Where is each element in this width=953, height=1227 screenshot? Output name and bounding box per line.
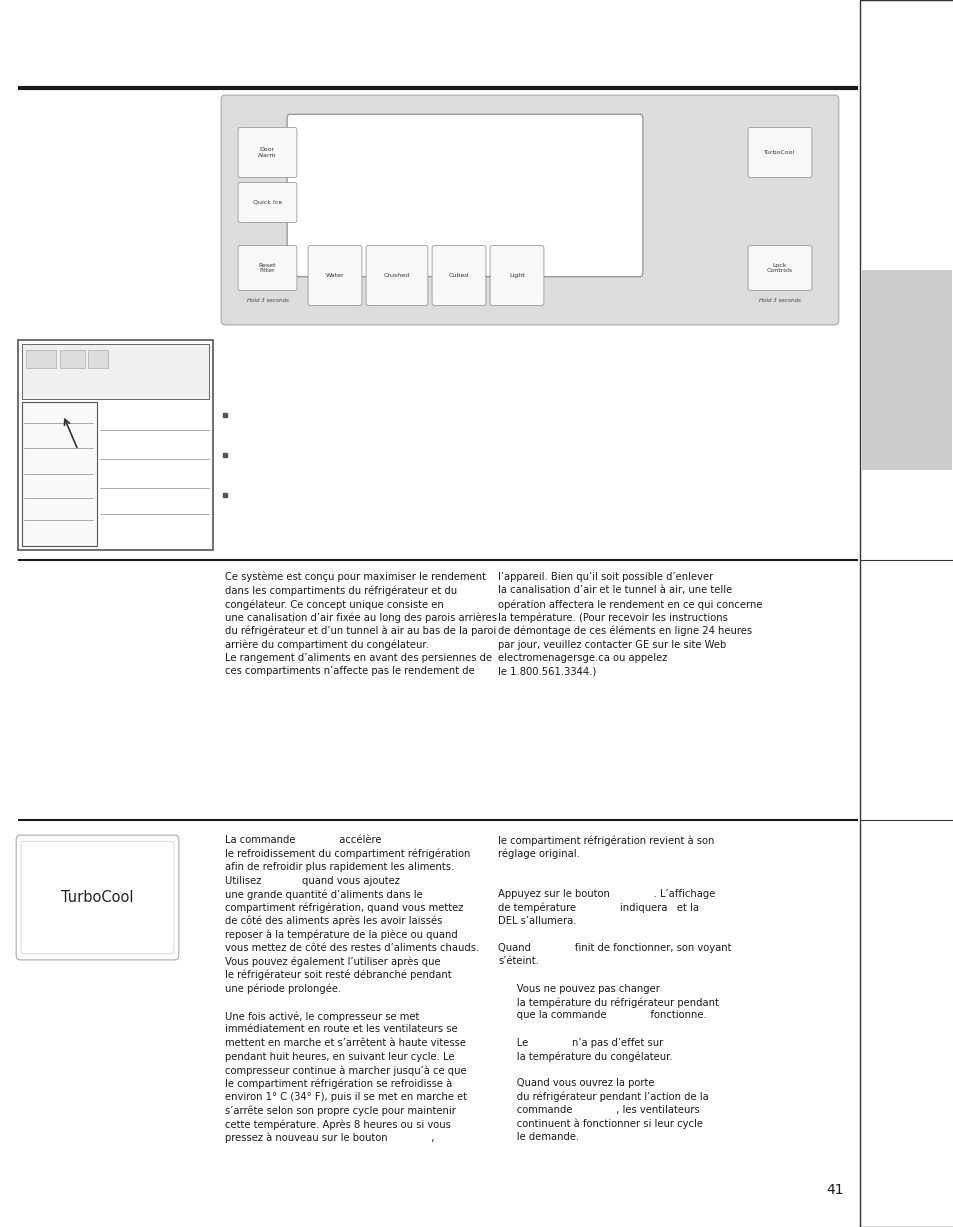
Text: congélateur. Ce concept unique consiste en: congélateur. Ce concept unique consiste … bbox=[225, 599, 443, 610]
Text: mettent en marche et s’arrêtent à haute vitesse: mettent en marche et s’arrêtent à haute … bbox=[225, 1038, 465, 1048]
Text: l’appareil. Bien qu’il soit possible d’enlever: l’appareil. Bien qu’il soit possible d’e… bbox=[497, 572, 713, 582]
Text: de démontage de ces éléments en ligne 24 heures: de démontage de ces éléments en ligne 24… bbox=[497, 626, 751, 637]
Text: la température du réfrigérateur pendant: la température du réfrigérateur pendant bbox=[497, 998, 719, 1007]
Text: Quand vous ouvrez la porte: Quand vous ouvrez la porte bbox=[497, 1079, 654, 1088]
FancyBboxPatch shape bbox=[747, 245, 811, 291]
FancyBboxPatch shape bbox=[221, 94, 838, 325]
Text: Quick Ice: Quick Ice bbox=[253, 200, 282, 205]
Text: Le rangement d’aliments en avant des persiennes de: Le rangement d’aliments en avant des per… bbox=[225, 653, 492, 663]
Text: s’arrête selon son propre cycle pour maintenir: s’arrête selon son propre cycle pour mai… bbox=[225, 1106, 456, 1117]
Text: Lock
Controls: Lock Controls bbox=[766, 263, 792, 274]
Text: Light: Light bbox=[509, 272, 524, 279]
Text: electromenagersge.ca ou appelez: electromenagersge.ca ou appelez bbox=[497, 653, 667, 663]
Text: environ 1° C (34° F), puis il se met en marche et: environ 1° C (34° F), puis il se met en … bbox=[225, 1092, 467, 1102]
FancyBboxPatch shape bbox=[490, 245, 543, 306]
Text: compartiment réfrigération, quand vous mettez: compartiment réfrigération, quand vous m… bbox=[225, 903, 463, 913]
Text: Hold 3 seconds: Hold 3 seconds bbox=[247, 298, 289, 303]
FancyBboxPatch shape bbox=[287, 114, 642, 276]
Bar bbox=[22, 402, 97, 546]
Text: la température. (Pour recevoir les instructions: la température. (Pour recevoir les instr… bbox=[497, 612, 727, 623]
Text: vous mettez de côté des restes d’aliments chauds.: vous mettez de côté des restes d’aliment… bbox=[225, 944, 478, 953]
Text: la température du congélateur.: la température du congélateur. bbox=[497, 1052, 672, 1061]
Text: de côté des aliments après les avoir laissés: de côté des aliments après les avoir lai… bbox=[225, 917, 442, 926]
Text: le refroidissement du compartiment réfrigération: le refroidissement du compartiment réfri… bbox=[225, 849, 470, 859]
Text: commande              , les ventilateurs: commande , les ventilateurs bbox=[497, 1106, 699, 1115]
Text: Water: Water bbox=[325, 272, 344, 279]
Text: arrière du compartiment du congélateur.: arrière du compartiment du congélateur. bbox=[225, 639, 429, 650]
FancyBboxPatch shape bbox=[238, 245, 296, 291]
Text: Une fois activé, le compresseur se met: Une fois activé, le compresseur se met bbox=[225, 1011, 419, 1022]
Text: réglage original.: réglage original. bbox=[497, 849, 579, 859]
Text: Reset
Filter: Reset Filter bbox=[258, 263, 276, 274]
Text: par jour, veuillez contacter GE sur le site Web: par jour, veuillez contacter GE sur le s… bbox=[497, 639, 725, 649]
FancyBboxPatch shape bbox=[238, 128, 296, 178]
Text: Cubed: Cubed bbox=[449, 272, 469, 279]
Text: Ce système est conçu pour maximiser le rendement: Ce système est conçu pour maximiser le r… bbox=[225, 572, 485, 583]
Text: Appuyez sur le bouton              . L’affichage: Appuyez sur le bouton . L’affichage bbox=[497, 890, 715, 899]
Text: s’éteint.: s’éteint. bbox=[497, 957, 538, 967]
FancyBboxPatch shape bbox=[21, 842, 173, 953]
FancyBboxPatch shape bbox=[747, 128, 811, 178]
Text: de température              indiquera   et la: de température indiquera et la bbox=[497, 903, 699, 913]
FancyBboxPatch shape bbox=[366, 245, 428, 306]
Text: une canalisation d’air fixée au long des parois arrières: une canalisation d’air fixée au long des… bbox=[225, 612, 497, 623]
Text: Crushed: Crushed bbox=[383, 272, 410, 279]
Text: pendant huit heures, en suivant leur cycle. Le: pendant huit heures, en suivant leur cyc… bbox=[225, 1052, 454, 1061]
Text: DEL s’allumera.: DEL s’allumera. bbox=[497, 917, 576, 926]
Text: La commande              accélère: La commande accélère bbox=[225, 836, 381, 845]
Text: Le              n’a pas d’effet sur: Le n’a pas d’effet sur bbox=[497, 1038, 662, 1048]
Text: dans les compartiments du réfrigérateur et du: dans les compartiments du réfrigérateur … bbox=[225, 585, 456, 596]
Text: immédiatement en route et les ventilateurs se: immédiatement en route et les ventilateu… bbox=[225, 1025, 457, 1034]
Text: du réfrigérateur pendant l’action de la: du réfrigérateur pendant l’action de la bbox=[497, 1092, 708, 1102]
Text: TurboCool: TurboCool bbox=[61, 890, 133, 904]
Text: le compartiment réfrigération revient à son: le compartiment réfrigération revient à … bbox=[497, 836, 714, 845]
Text: Hold 3 seconds: Hold 3 seconds bbox=[759, 298, 801, 303]
Text: Vous pouvez également l’utiliser après que: Vous pouvez également l’utiliser après q… bbox=[225, 957, 440, 967]
FancyBboxPatch shape bbox=[238, 183, 296, 222]
Text: afin de refroidir plus rapidement les aliments.: afin de refroidir plus rapidement les al… bbox=[225, 863, 454, 872]
FancyBboxPatch shape bbox=[432, 245, 485, 306]
Text: TurboCool: TurboCool bbox=[763, 150, 795, 155]
Text: le compartiment réfrigération se refroidisse à: le compartiment réfrigération se refroid… bbox=[225, 1079, 452, 1090]
Text: que la commande              fonctionne.: que la commande fonctionne. bbox=[497, 1011, 706, 1021]
Text: opération affectera le rendement en ce qui concerne: opération affectera le rendement en ce q… bbox=[497, 599, 761, 610]
Text: continuent à fonctionner si leur cycle: continuent à fonctionner si leur cycle bbox=[497, 1119, 702, 1129]
Text: Utilisez             quand vous ajoutez: Utilisez quand vous ajoutez bbox=[225, 876, 399, 886]
Text: Door
Alarm: Door Alarm bbox=[258, 147, 276, 158]
Text: compresseur continue à marcher jusqu’à ce que: compresseur continue à marcher jusqu’à c… bbox=[225, 1065, 466, 1076]
Bar bbox=[862, 270, 951, 470]
Text: le demande.: le demande. bbox=[497, 1133, 578, 1142]
Text: 41: 41 bbox=[825, 1183, 842, 1198]
Text: Quand              finit de fonctionner, son voyant: Quand finit de fonctionner, son voyant bbox=[497, 944, 731, 953]
Text: Vous ne pouvez pas changer: Vous ne pouvez pas changer bbox=[497, 984, 659, 994]
Bar bbox=[22, 344, 209, 399]
Text: la canalisation d’air et le tunnel à air, une telle: la canalisation d’air et le tunnel à air… bbox=[497, 585, 732, 595]
Text: pressez à nouveau sur le bouton              ,: pressez à nouveau sur le bouton , bbox=[225, 1133, 434, 1144]
Text: une grande quantité d’aliments dans le: une grande quantité d’aliments dans le bbox=[225, 890, 422, 899]
Bar bbox=[859, 0, 953, 1227]
Bar bbox=[88, 350, 108, 368]
Bar bbox=[26, 350, 56, 368]
FancyBboxPatch shape bbox=[16, 836, 178, 960]
Bar bbox=[60, 350, 85, 368]
Text: une période prolongée.: une période prolongée. bbox=[225, 984, 341, 994]
Text: reposer à la température de la pièce ou quand: reposer à la température de la pièce ou … bbox=[225, 930, 457, 940]
Bar bbox=[18, 340, 213, 550]
Text: le réfrigérateur soit resté débranché pendant: le réfrigérateur soit resté débranché pe… bbox=[225, 971, 451, 980]
Text: ces compartiments n’affecte pas le rendement de: ces compartiments n’affecte pas le rende… bbox=[225, 666, 475, 676]
Text: cette température. Après 8 heures ou si vous: cette température. Après 8 heures ou si … bbox=[225, 1119, 451, 1130]
FancyBboxPatch shape bbox=[308, 245, 361, 306]
Text: du réfrigérateur et d’un tunnel à air au bas de la paroi: du réfrigérateur et d’un tunnel à air au… bbox=[225, 626, 496, 637]
Text: le 1.800.561.3344.): le 1.800.561.3344.) bbox=[497, 666, 596, 676]
